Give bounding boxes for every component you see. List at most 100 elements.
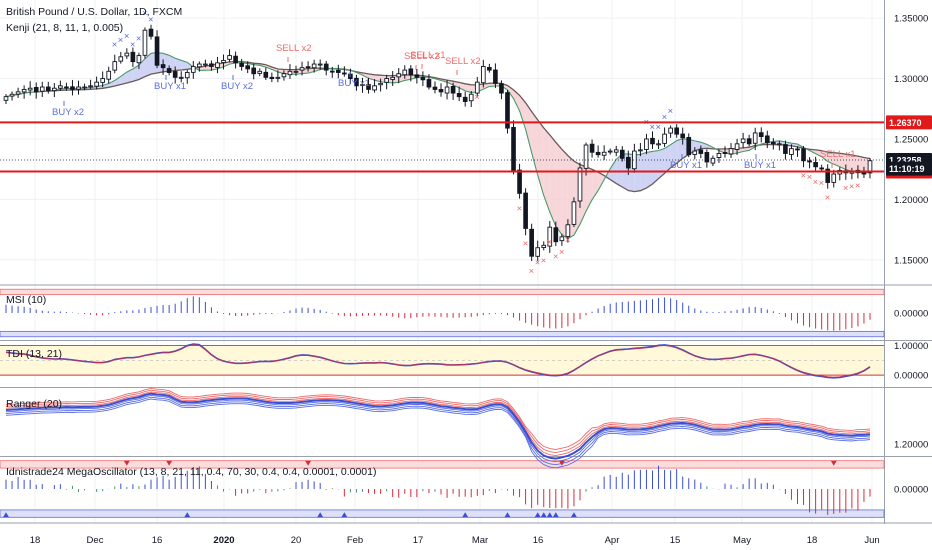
candle — [758, 127, 764, 143]
tdi-signal-line — [5, 344, 871, 378]
candle-body — [686, 136, 692, 156]
kenji-cloud-segment — [169, 55, 176, 72]
candle-body — [354, 77, 359, 87]
candle — [511, 120, 516, 175]
candle — [233, 51, 238, 69]
candle-body — [474, 81, 480, 94]
candle — [541, 241, 547, 251]
sell-signal-label: SELL x1 — [410, 50, 446, 61]
candle-body — [39, 86, 45, 92]
candle-body — [529, 228, 534, 257]
kenji-cloud-segment — [181, 60, 188, 70]
candle — [807, 157, 812, 169]
buy-marker: × — [136, 34, 142, 45]
candle-body — [154, 36, 160, 66]
level-price-tag: 1.26370 — [886, 115, 932, 130]
candle-body — [239, 62, 244, 67]
sell-marker: × — [801, 171, 807, 182]
candle — [656, 139, 661, 149]
candle — [432, 81, 438, 94]
candle-body — [27, 87, 33, 91]
candle-body — [70, 86, 75, 90]
candle-body — [203, 63, 208, 66]
candle — [825, 164, 831, 189]
candle-body — [867, 160, 873, 174]
candle-body — [499, 83, 504, 94]
price-tick-label: 1.20000 — [894, 195, 928, 206]
candle-body — [607, 150, 613, 153]
candle-body — [221, 59, 226, 63]
candle — [27, 81, 33, 96]
candle — [740, 132, 746, 149]
sell-marker: × — [535, 258, 541, 269]
candle — [251, 63, 257, 80]
candle-body — [227, 55, 232, 60]
price-axis: 1.263701.223081.350001.300001.250001.200… — [886, 14, 932, 496]
kenji-cloud-segment — [833, 152, 840, 167]
candle — [124, 48, 130, 59]
candle — [529, 223, 534, 261]
kenji-cloud-segment — [652, 150, 659, 185]
sell-marker: × — [547, 237, 553, 248]
candle-body — [619, 149, 625, 159]
candle-body — [197, 63, 202, 68]
candle — [184, 70, 190, 84]
candle — [166, 65, 172, 76]
price-tick-label: 1.25000 — [894, 134, 928, 145]
candle — [335, 64, 341, 79]
candle-body — [535, 247, 541, 257]
candle-body — [716, 153, 722, 158]
candle — [783, 140, 788, 160]
candle — [414, 68, 420, 84]
candle — [305, 61, 311, 72]
candle-body — [456, 93, 462, 98]
kenji-slow-line — [5, 60, 871, 193]
candle-body — [813, 162, 818, 168]
price-tag-text: 1.23258 — [889, 156, 922, 166]
mega-sell-marker — [166, 460, 173, 466]
msi-upper-band — [0, 288, 885, 296]
candle — [142, 27, 148, 59]
msi-tick-label: 0.00000 — [894, 309, 928, 320]
candle — [215, 56, 220, 74]
time-tick-label: Apr — [605, 535, 620, 546]
candle — [789, 144, 794, 160]
oscillator-panes[interactable] — [3, 296, 871, 518]
candle-body — [674, 127, 679, 135]
candle-body — [372, 85, 377, 91]
chart-title: British Pound / U.S. Dollar, 1D, FXCM — [6, 6, 182, 18]
candle-body — [58, 85, 63, 89]
sell-marker: × — [517, 203, 523, 214]
time-tick-label: May — [733, 535, 751, 546]
sell-marker: × — [855, 180, 861, 191]
candle — [396, 68, 402, 84]
candle — [70, 79, 75, 96]
candle-body — [752, 132, 758, 144]
time-tick-label: 18 — [30, 535, 41, 546]
ranger-band-line — [5, 396, 871, 466]
kenji-cloud-segment — [459, 82, 466, 91]
kenji-cloud-segment — [646, 151, 653, 189]
candle — [595, 145, 601, 158]
candle — [39, 81, 45, 97]
candle-body — [94, 81, 99, 87]
candle-body — [553, 227, 559, 243]
candle — [565, 219, 571, 243]
buy-marker: × — [649, 122, 655, 133]
price-pane[interactable]: ××××××××××××××××××××××××××××××BUY x2BUY … — [0, 8, 884, 277]
candle — [100, 71, 105, 88]
candle-body — [414, 74, 420, 78]
kenji-cloud-segment — [670, 140, 677, 168]
candle-body — [88, 85, 93, 88]
ranger-band-line — [5, 391, 871, 457]
candle-body — [287, 70, 293, 76]
candle — [160, 59, 166, 75]
candle-body — [523, 192, 528, 229]
candle-body — [33, 86, 39, 93]
level-tag-text: 1.26370 — [889, 118, 922, 128]
candle — [444, 80, 450, 100]
candle-body — [366, 84, 371, 90]
candle — [619, 146, 625, 162]
candle — [801, 146, 806, 168]
